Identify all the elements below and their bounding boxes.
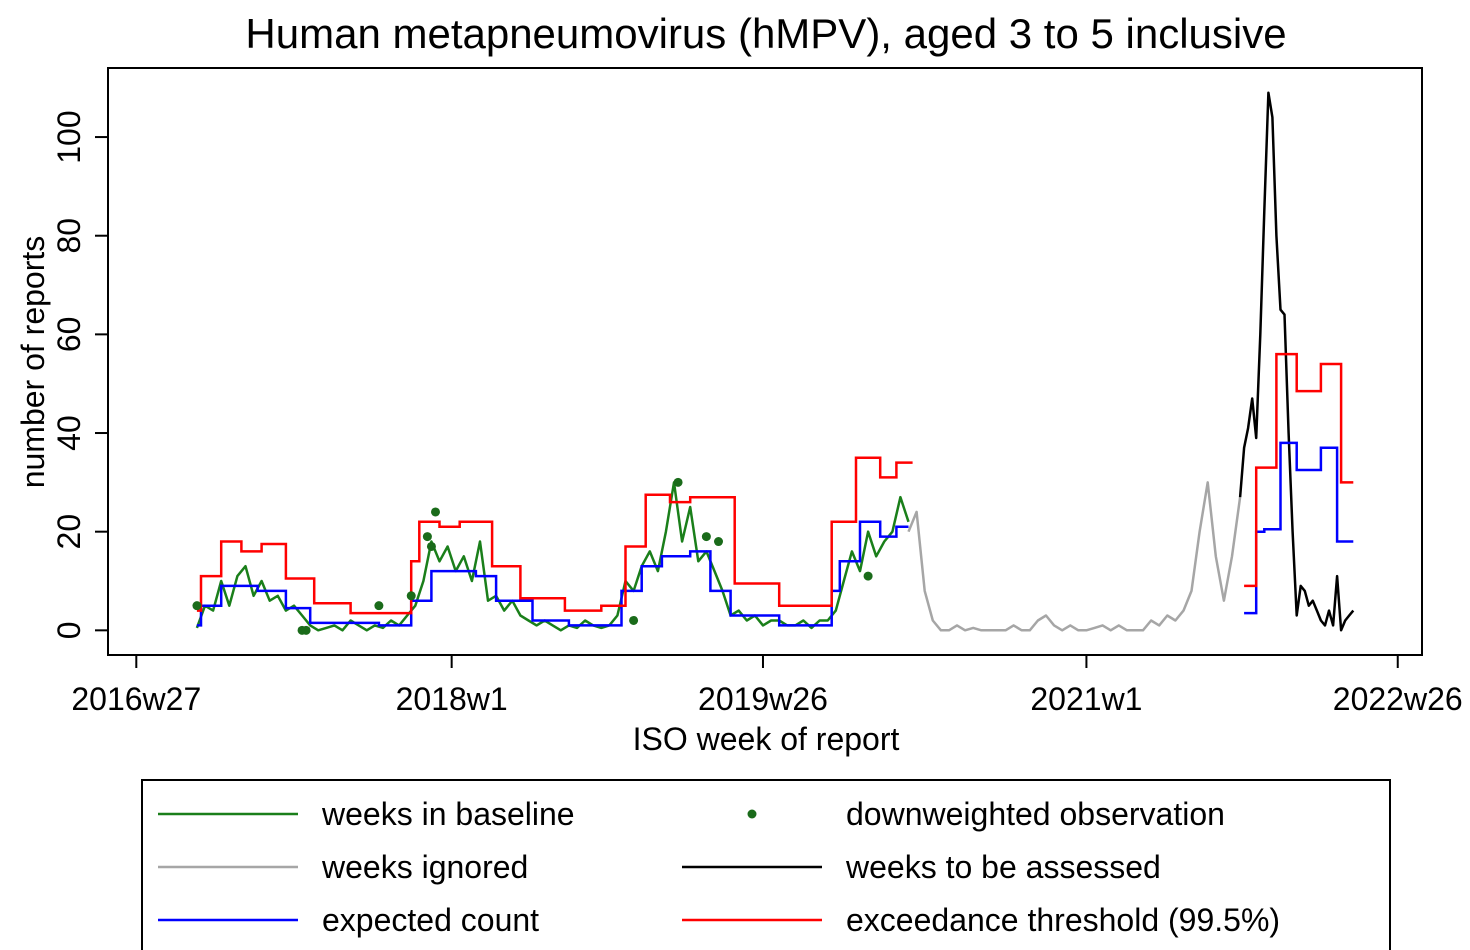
y-tick-label: 0 [51, 621, 87, 639]
y-tick-label: 40 [51, 415, 87, 451]
x-tick-label: 2022w26 [1333, 681, 1463, 717]
x-tick-label: 2016w27 [71, 681, 201, 717]
legend-label: weeks to be assessed [845, 849, 1161, 885]
legend-label: downweighted observation [846, 796, 1225, 832]
legend-label: expected count [322, 902, 539, 938]
legend-label: weeks in baseline [321, 796, 575, 832]
data-point [422, 532, 432, 542]
x-axis-label: ISO week of report [633, 721, 900, 757]
data-point [863, 571, 873, 581]
data-point [192, 601, 202, 611]
data-point [426, 541, 436, 551]
x-tick-label: 2018w1 [396, 681, 508, 717]
data-point [673, 477, 683, 487]
series-line [1238, 91, 1355, 632]
plot-frame [107, 67, 1423, 656]
y-tick-label: 60 [51, 317, 87, 353]
y-tick-label: 80 [51, 218, 87, 254]
y-tick-label: 20 [51, 514, 87, 550]
data-point [374, 601, 384, 611]
legend-label: exceedance threshold (99.5%) [846, 902, 1280, 938]
data-point [629, 615, 639, 625]
series-step-line [196, 352, 1354, 615]
legend-box [141, 779, 1391, 950]
legend-label: weeks ignored [321, 849, 528, 885]
series-line [907, 481, 1242, 632]
chart-title: Human metapneumovirus (hMPV), aged 3 to … [245, 10, 1286, 57]
legend-swatch [747, 809, 757, 819]
x-tick-label: 2021w1 [1030, 681, 1142, 717]
data-point [714, 537, 724, 547]
y-axis-label: number of reports [15, 236, 51, 489]
series-step-line [196, 441, 1354, 627]
data-point [701, 532, 711, 542]
data-point [301, 625, 311, 635]
y-tick-label: 100 [51, 110, 87, 163]
data-point [406, 591, 416, 601]
x-tick-label: 2019w26 [698, 681, 828, 717]
data-point [430, 507, 440, 517]
